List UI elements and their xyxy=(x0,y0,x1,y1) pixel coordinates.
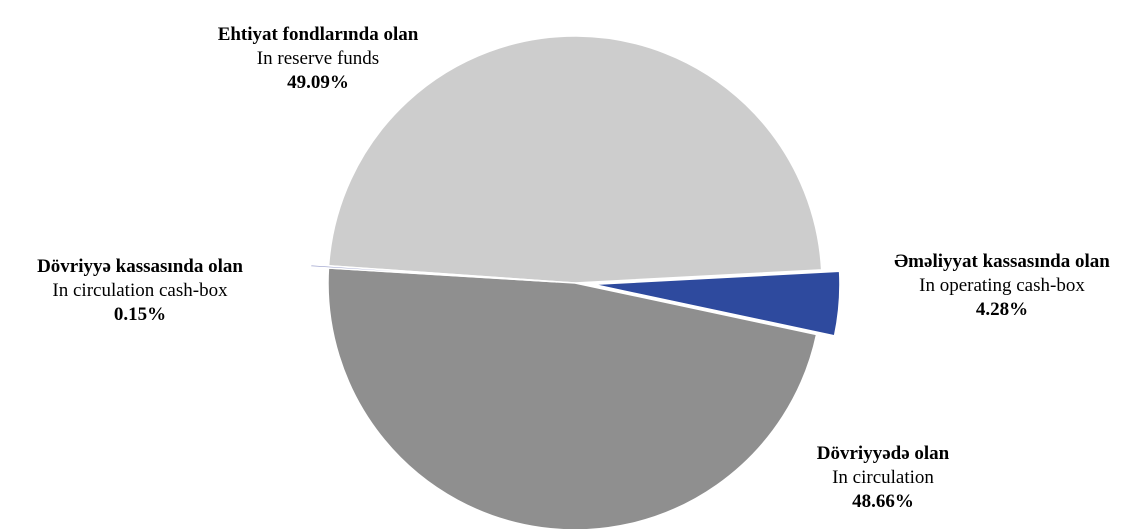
label-in-circulation-subtitle: In circulation xyxy=(832,467,934,488)
label-in-circulation-value: 48.66% xyxy=(852,491,914,512)
label-circulation-cash-box-value: 0.15% xyxy=(114,304,166,325)
label-circulation-cash-box-title: Dövriyyə kassasında olan xyxy=(37,256,243,277)
label-in-circulation: Dövriyyədə olan In circulation 48.66% xyxy=(817,443,950,512)
label-reserve-funds-subtitle: In reserve funds xyxy=(257,48,379,69)
label-reserve-funds-value: 49.09% xyxy=(287,72,349,93)
label-reserve-funds-title: Ehtiyat fondlarında olan xyxy=(218,24,419,45)
slice-operating-cash-box xyxy=(592,270,841,337)
label-operating-cash-box-value: 4.28% xyxy=(976,299,1028,320)
slice-reserve-funds xyxy=(327,35,823,284)
label-operating-cash-box-title: Əməliyyat kassasında olan xyxy=(894,251,1110,272)
slice-in-circulation xyxy=(327,267,818,529)
label-circulation-cash-box: Dövriyyə kassasında olan In circulation … xyxy=(37,256,243,325)
label-reserve-funds: Ehtiyat fondlarında olan In reserve fund… xyxy=(218,24,419,93)
label-in-circulation-title: Dövriyyədə olan xyxy=(817,443,950,464)
label-operating-cash-box-subtitle: In operating cash-box xyxy=(919,275,1085,296)
pie-slices xyxy=(309,35,841,529)
label-circulation-cash-box-subtitle: In circulation cash-box xyxy=(52,280,228,301)
slice-circulation-cash-box xyxy=(309,263,558,283)
label-operating-cash-box: Əməliyyat kassasında olan In operating c… xyxy=(894,251,1110,320)
